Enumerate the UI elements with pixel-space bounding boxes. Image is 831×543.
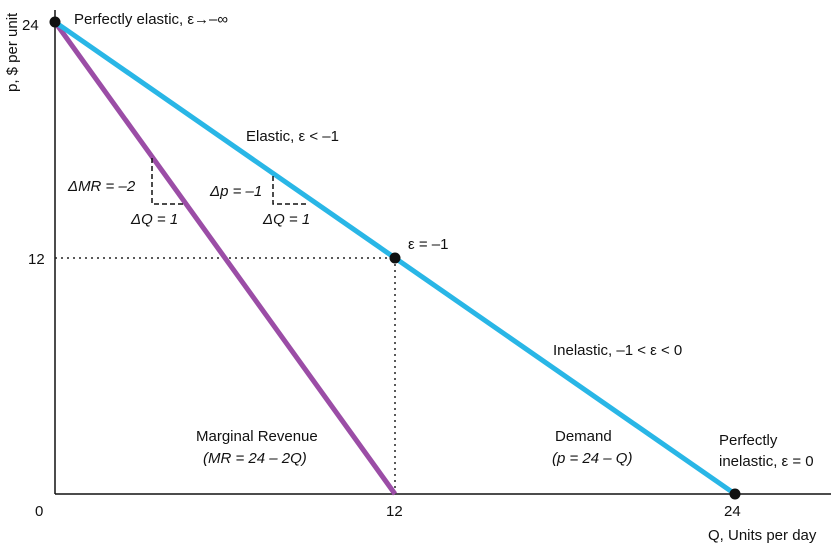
unit-elastic-label: ε = –1 [408,236,448,253]
mr-label-line1: Marginal Revenue [196,428,318,445]
delta-q-demand-label: ΔQ = 1 [262,211,310,228]
marginal-revenue-line [52,20,398,496]
mr-slope-triangle [151,158,186,205]
y-axis-label: p, $ per unit [4,12,21,92]
point-perfectly-inelastic [729,488,741,500]
delta-p-label: Δp = –1 [209,183,262,200]
x-tick-label: 12 [386,503,403,520]
delta-q-mr-label: ΔQ = 1 [130,211,178,228]
delta-mr-label: ΔMR = –2 [67,178,136,195]
x-axis-label: Q, Units per day [708,527,817,543]
point-unit-elastic [389,252,401,264]
point-perfectly-elastic [49,16,61,28]
inelastic-label: Inelastic, –1 < ε < 0 [553,342,682,359]
mr-label-line2: (MR = 24 – 2Q) [203,450,307,467]
demand-label-line2: (p = 24 – Q) [552,450,632,467]
perfectly-inelastic-label-line2: inelastic, ε = 0 [719,453,814,470]
x-tick-label: 0 [35,503,43,520]
y-tick-label: 12 [28,251,45,268]
perfectly-elastic-label: Perfectly elastic, ε→–∞ [74,11,228,28]
x-tick-label: 24 [724,503,741,520]
perfectly-inelastic-label-line1: Perfectly [719,432,778,449]
demand-label-line1: Demand [555,428,612,445]
demand-slope-triangle [272,176,309,205]
y-tick-label: 24 [22,17,39,34]
elastic-label: Elastic, ε < –1 [246,128,339,145]
